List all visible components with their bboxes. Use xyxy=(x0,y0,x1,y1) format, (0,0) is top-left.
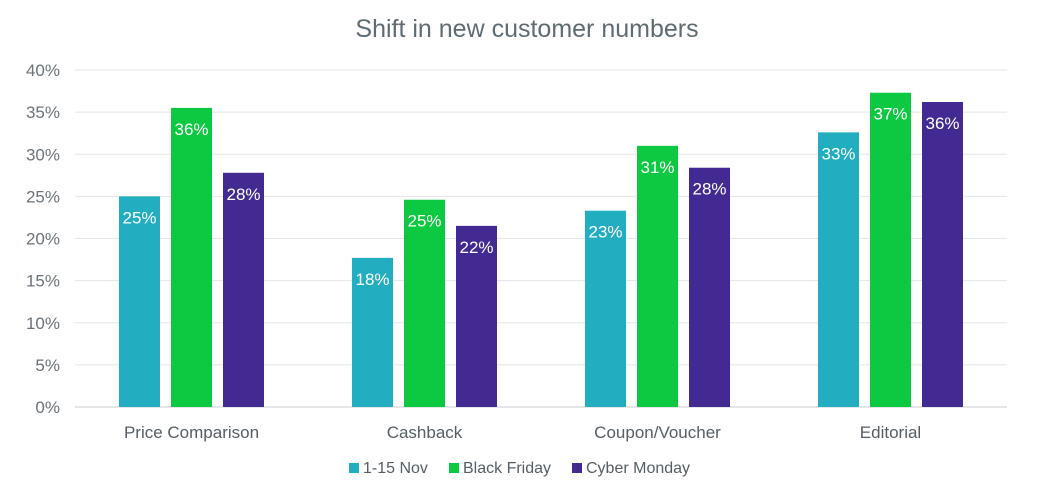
y-axis-ticks: 0% 5% 10% 15% 20% 25% 30% 35% 40% xyxy=(26,61,60,417)
data-label: 36% xyxy=(925,114,959,133)
bar xyxy=(119,196,160,407)
chart-title: Shift in new customer numbers xyxy=(355,15,698,43)
legend-label: Black Friday xyxy=(463,460,551,477)
bar xyxy=(922,102,963,407)
y-tick-label: 20% xyxy=(26,230,60,249)
bar xyxy=(171,107,212,407)
bar xyxy=(870,92,911,407)
legend: 1-15 Nov Black Friday Cyber Monday xyxy=(349,460,690,477)
x-category-label: Coupon/Voucher xyxy=(594,423,721,442)
y-tick-label: 35% xyxy=(26,103,60,122)
data-label: 36% xyxy=(174,120,208,139)
legend-label: 1-15 Nov xyxy=(363,460,428,477)
data-labels: 25% 36% 28% 18% 25% 22% 23% 31% 28% 33% 37% 36% xyxy=(122,105,959,289)
gridlines xyxy=(75,69,1007,408)
y-tick-label: 25% xyxy=(26,187,60,206)
bars xyxy=(119,92,963,407)
bar xyxy=(352,257,393,407)
legend-swatch xyxy=(449,463,459,473)
x-category-label: Price Comparison xyxy=(124,423,259,442)
bar xyxy=(818,132,859,407)
bar xyxy=(404,199,445,407)
y-tick-label: 30% xyxy=(26,145,60,164)
y-tick-label: 0% xyxy=(35,398,60,417)
data-label: 18% xyxy=(355,270,389,289)
data-label: 31% xyxy=(640,158,674,177)
x-axis-categories: Price Comparison Cashback Coupon/Voucher Ed… xyxy=(124,423,921,442)
bar xyxy=(456,225,497,407)
y-tick-label: 10% xyxy=(26,314,60,333)
legend-swatch xyxy=(572,463,582,473)
bar xyxy=(223,172,264,407)
legend-label: Cyber Monday xyxy=(586,460,690,477)
bar xyxy=(585,210,626,407)
bar xyxy=(637,145,678,407)
data-label: 25% xyxy=(122,208,156,227)
x-category-label: Cashback xyxy=(387,423,463,442)
data-label: 22% xyxy=(459,238,493,257)
legend-swatch xyxy=(349,463,359,473)
y-tick-label: 5% xyxy=(35,356,60,375)
bar xyxy=(689,167,730,407)
data-label: 28% xyxy=(692,180,726,199)
x-category-label: Editorial xyxy=(860,423,921,442)
data-label: 23% xyxy=(588,223,622,242)
data-label: 28% xyxy=(226,185,260,204)
y-tick-label: 40% xyxy=(26,61,60,80)
data-label: 33% xyxy=(821,144,855,163)
data-label: 25% xyxy=(407,212,441,231)
y-tick-label: 15% xyxy=(26,272,60,291)
data-label: 37% xyxy=(873,105,907,124)
